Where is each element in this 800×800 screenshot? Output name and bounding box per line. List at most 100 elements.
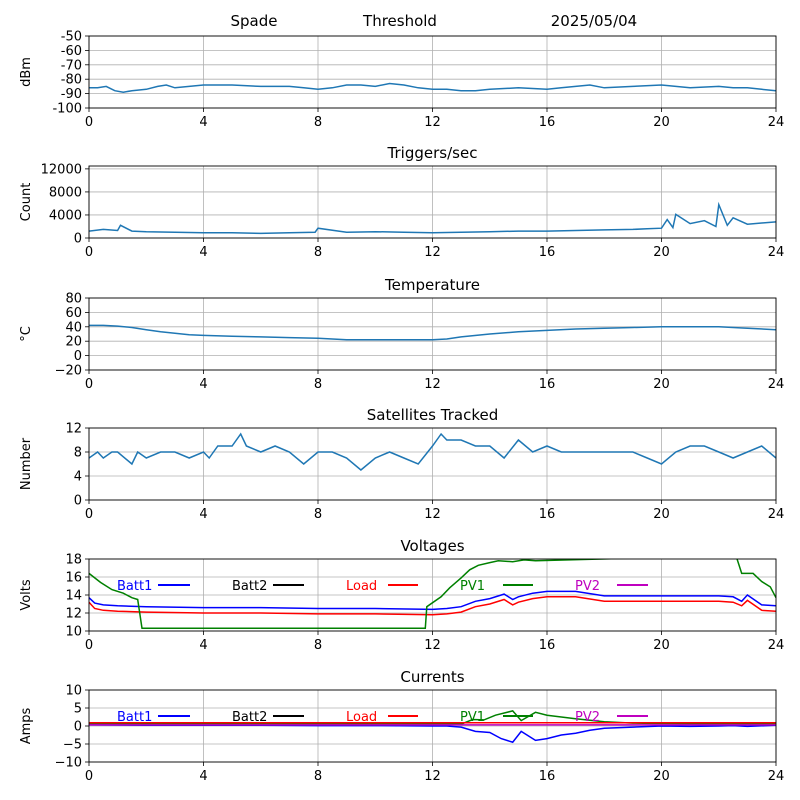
panel-title: Satellites Tracked	[367, 406, 498, 424]
series-line-triggers	[89, 201, 776, 235]
y-tick-label: -70	[61, 58, 82, 73]
y-tick-label: -60	[61, 44, 82, 59]
panel-satellites: 0 4 8 12 16 20 24 12 8 4 0 Satellites Tracked Number	[19, 406, 784, 522]
y-axis-label: °C	[19, 326, 34, 342]
x-tick-label: 4	[199, 377, 207, 392]
legend-label-load: Load	[346, 579, 377, 594]
x-tick-label: 24	[768, 377, 785, 392]
x-tick-label: 20	[653, 507, 670, 522]
y-tick-label: 12	[65, 422, 82, 437]
x-tick-label: 20	[653, 769, 670, 784]
y-tick-label: 0	[74, 232, 82, 247]
x-tick-label: 4	[199, 769, 207, 784]
legend-label-pv1: PV1	[460, 710, 485, 725]
y-axis-label: dBm	[19, 57, 34, 87]
panel-triggers: 0 4 8 12 16 20 24 12000 8000 4000 0 Triggers/sec Cou…	[19, 144, 784, 260]
header-station: Spade	[231, 12, 278, 30]
x-tick-label: 0	[85, 507, 93, 522]
x-tick-label: 16	[539, 638, 556, 653]
x-tick-label: 12	[424, 507, 441, 522]
y-tick-label: 8000	[49, 185, 82, 200]
y-tick-label: 18	[65, 553, 82, 568]
x-tick-label: 4	[199, 507, 207, 522]
legend: Batt1 Batt2 Load PV1 PV2	[117, 710, 648, 725]
x-tick-label: 16	[539, 377, 556, 392]
legend-label-pv2: PV2	[575, 579, 600, 594]
panel-title: Currents	[400, 668, 464, 686]
x-tick-label: 4	[199, 638, 207, 653]
panel-title: Triggers/sec	[387, 144, 478, 162]
x-tick-label: 8	[314, 377, 322, 392]
x-tick-label: 8	[314, 638, 322, 653]
y-tick-label: -80	[61, 73, 82, 88]
x-tick-label: 0	[85, 638, 93, 653]
legend-label-batt2: Batt2	[232, 710, 267, 725]
y-tick-label: 10	[65, 625, 82, 640]
y-tick-label: 60	[65, 306, 82, 321]
y-axis-label: Count	[19, 183, 34, 222]
grid	[88, 297, 777, 371]
y-tick-label: 0	[74, 720, 82, 735]
x-tick-label: 20	[653, 115, 670, 130]
x-tick-label: 0	[85, 769, 93, 784]
y-tick-label: 14	[65, 589, 82, 604]
x-tick-label: 16	[539, 769, 556, 784]
panel-title: Voltages	[400, 537, 464, 555]
panel-title: Temperature	[384, 276, 480, 294]
x-tick-label: 12	[424, 377, 441, 392]
legend: Batt1 Batt2 Load PV1 PV2	[117, 579, 648, 594]
legend-label-load: Load	[346, 710, 377, 725]
y-tick-label: -100	[52, 102, 82, 117]
x-tick-label: 20	[653, 377, 670, 392]
legend-label-batt2: Batt2	[232, 579, 267, 594]
y-tick-label: 16	[65, 571, 82, 586]
y-tick-label: 10	[65, 684, 82, 699]
panel-rssi: 0 4 8 12 16 20 24 -50-60-70-80-90-100 dBm	[19, 30, 784, 131]
y-tick-label: −10	[55, 756, 82, 771]
y-tick-label: 8	[74, 446, 82, 461]
x-tick-label: 12	[424, 245, 441, 260]
legend-label-batt1: Batt1	[117, 710, 152, 725]
x-tick-label: 0	[85, 115, 93, 130]
x-tick-label: 24	[768, 245, 785, 260]
header-date: 2025/05/04	[551, 12, 637, 30]
series-line-batt1	[89, 590, 776, 611]
y-tick-label: -90	[61, 87, 82, 102]
y-tick-label: 20	[65, 335, 82, 350]
x-tick-label: 4	[199, 115, 207, 130]
series-line-temperature	[89, 324, 776, 341]
series-line-pv1	[89, 559, 776, 630]
x-tick-label: 8	[314, 245, 322, 260]
grid	[88, 35, 777, 109]
x-tick-label: 16	[539, 507, 556, 522]
grid	[88, 427, 777, 501]
x-tick-label: 20	[653, 638, 670, 653]
x-tick-label: 20	[653, 245, 670, 260]
y-tick-label: 4000	[49, 208, 82, 223]
y-tick-label: 0	[74, 494, 82, 509]
header-mode: Threshold	[362, 12, 437, 30]
series-line-satellites	[89, 432, 776, 471]
y-tick-label: 80	[65, 292, 82, 307]
x-tick-label: 12	[424, 115, 441, 130]
legend-label-pv2: PV2	[575, 710, 600, 725]
legend-label-batt1: Batt1	[117, 579, 152, 594]
y-tick-label: -50	[61, 30, 82, 45]
x-tick-label: 12	[424, 638, 441, 653]
y-axis-label: Number	[19, 437, 34, 490]
x-tick-label: 0	[85, 377, 93, 392]
x-tick-label: 24	[768, 638, 785, 653]
x-tick-label: 8	[314, 507, 322, 522]
x-tick-label: 24	[768, 115, 785, 130]
y-tick-label: 4	[74, 470, 82, 485]
legend-label-pv1: PV1	[460, 579, 485, 594]
x-tick-label: 16	[539, 245, 556, 260]
y-tick-label: −20	[55, 364, 82, 379]
series-line-load	[89, 596, 776, 616]
y-tick-label: 40	[65, 320, 82, 335]
x-tick-label: 4	[199, 245, 207, 260]
